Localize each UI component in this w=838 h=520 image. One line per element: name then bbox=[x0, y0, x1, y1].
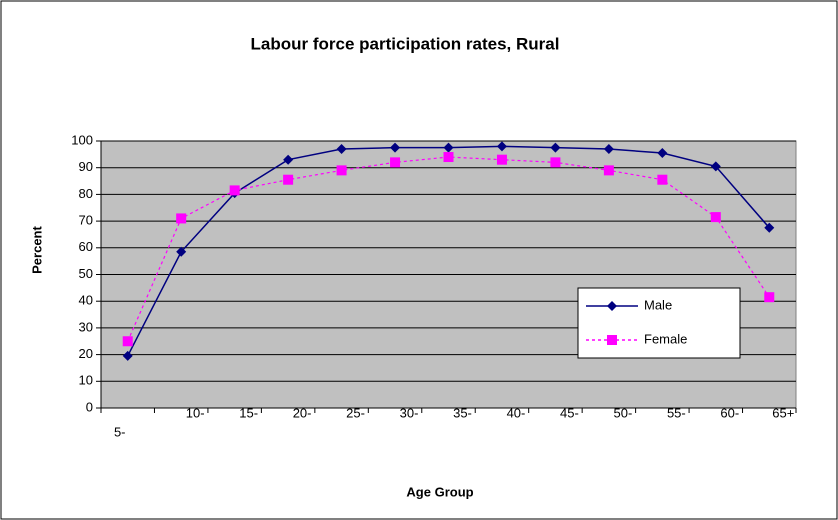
x-tick-label: 50- bbox=[613, 405, 632, 420]
x-axis-title: Age Group bbox=[406, 484, 473, 499]
marker bbox=[710, 161, 721, 172]
x-tick-label: 55- bbox=[667, 405, 686, 420]
marker bbox=[603, 144, 614, 155]
y-tick-label: 30 bbox=[79, 319, 93, 334]
marker bbox=[550, 157, 561, 168]
marker bbox=[229, 185, 240, 196]
y-tick-label: 90 bbox=[79, 159, 93, 174]
y-tick-label: 60 bbox=[79, 239, 93, 254]
x-tick-label: 30- bbox=[400, 405, 419, 420]
marker bbox=[443, 142, 454, 153]
legend-box bbox=[577, 287, 741, 359]
legend-label: Male bbox=[644, 297, 672, 312]
y-tick-label: 50 bbox=[79, 266, 93, 281]
marker bbox=[336, 165, 347, 176]
x-tick-label: 10- bbox=[186, 405, 205, 420]
x-tick-label: 15- bbox=[239, 405, 258, 420]
marker bbox=[283, 174, 294, 185]
y-tick-label: 70 bbox=[79, 213, 93, 228]
x-tick-label: 60- bbox=[720, 405, 739, 420]
x-tick-label: 20- bbox=[293, 405, 312, 420]
marker bbox=[496, 154, 507, 165]
marker bbox=[336, 144, 347, 155]
x-tick-label: 25- bbox=[346, 405, 365, 420]
marker bbox=[657, 174, 668, 185]
x-tick-label: 65+ bbox=[772, 405, 794, 420]
y-axis-title: Percent bbox=[29, 225, 44, 273]
marker bbox=[283, 154, 294, 165]
y-tick-label: 80 bbox=[79, 186, 93, 201]
legend-marker bbox=[607, 335, 617, 345]
marker bbox=[443, 152, 454, 163]
marker bbox=[176, 213, 187, 224]
chart-title: Labour force participation rates, Rural bbox=[251, 34, 560, 53]
marker bbox=[764, 222, 775, 233]
y-tick-label: 40 bbox=[79, 293, 93, 308]
legend-label: Female bbox=[644, 331, 687, 346]
marker bbox=[603, 165, 614, 176]
x-tick-label: 35- bbox=[453, 405, 472, 420]
y-tick-label: 100 bbox=[71, 132, 93, 147]
marker bbox=[657, 148, 668, 159]
x-tick-label: 45- bbox=[560, 405, 579, 420]
marker bbox=[176, 246, 187, 257]
x-tick-label: 40- bbox=[507, 405, 526, 420]
marker bbox=[122, 350, 133, 361]
marker bbox=[496, 141, 507, 152]
marker bbox=[710, 212, 721, 223]
x-tick-label: 5- bbox=[114, 424, 126, 439]
marker bbox=[390, 157, 401, 168]
marker bbox=[390, 142, 401, 153]
marker bbox=[122, 336, 133, 347]
marker bbox=[764, 292, 775, 303]
marker bbox=[550, 142, 561, 153]
y-tick-label: 0 bbox=[86, 399, 93, 414]
y-tick-label: 10 bbox=[79, 373, 93, 388]
y-tick-label: 20 bbox=[79, 346, 93, 361]
legend-marker bbox=[607, 301, 617, 311]
